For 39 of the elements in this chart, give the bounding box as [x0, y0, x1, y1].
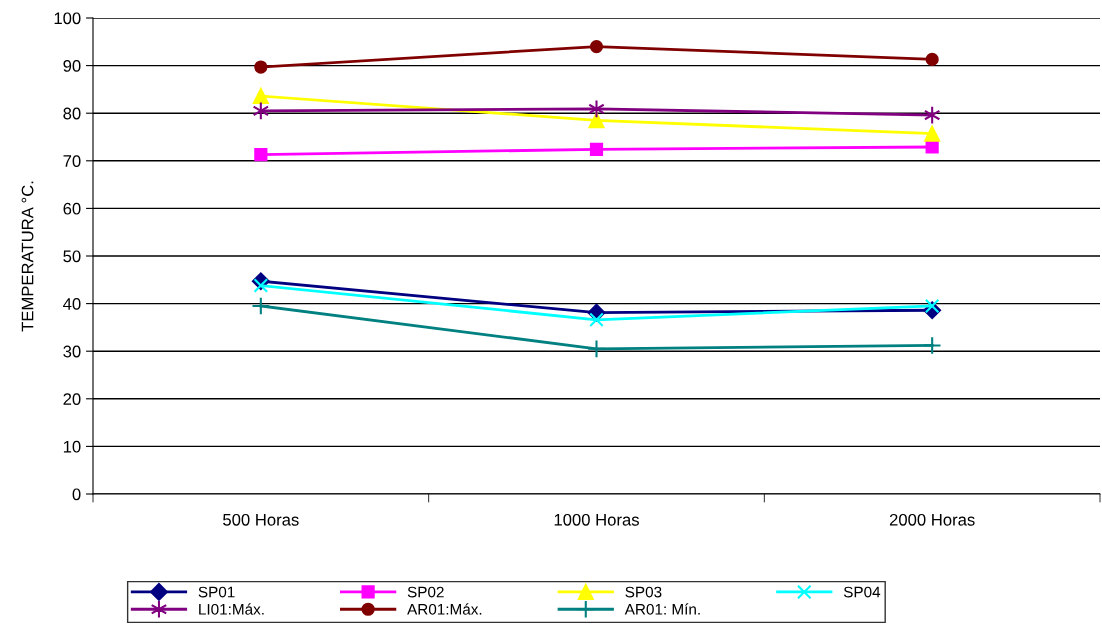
point	[589, 312, 604, 328]
legend-label: AR01:Máx.	[407, 603, 482, 615]
x-tick-label: 500 Horas	[223, 513, 299, 526]
y-tick-label: 60	[63, 202, 81, 215]
point	[589, 39, 604, 54]
point	[254, 60, 268, 74]
legend-label: SP04	[843, 586, 881, 598]
y-tick-label: 40	[63, 298, 81, 310]
y-tick-label: 20	[63, 393, 81, 405]
point	[924, 125, 941, 142]
y-axis-title: TEMPERATURA °C.	[21, 181, 34, 332]
y-tick-label: 80	[63, 107, 81, 120]
point	[925, 52, 939, 67]
legend-label: LI01:Máx.	[199, 603, 264, 615]
point	[253, 278, 269, 293]
y-tick-label: 0	[72, 488, 81, 501]
point	[925, 140, 939, 154]
point	[588, 99, 605, 119]
legend-label: AR01: Mín.	[624, 603, 700, 615]
legend-label: SP02	[407, 586, 444, 598]
y-tick-label: 100	[54, 12, 81, 25]
point	[922, 336, 942, 355]
point	[251, 296, 271, 316]
y-tick-label: 90	[63, 60, 81, 72]
point	[254, 148, 268, 162]
legend-label: SP03	[625, 586, 662, 598]
y-tick-label: 10	[63, 440, 81, 453]
x-tick-label: 1000 Horas	[554, 513, 639, 526]
x-tick-label: 2000 Horas	[889, 513, 975, 526]
point	[589, 142, 604, 156]
point	[587, 339, 606, 359]
y-tick-label: 50	[63, 250, 81, 263]
y-tick-label: 70	[63, 155, 81, 167]
legend-label: SP01	[198, 586, 235, 598]
point	[924, 298, 940, 314]
point	[252, 88, 269, 105]
point	[252, 101, 270, 121]
y-tick-label: 30	[63, 345, 81, 358]
point	[588, 112, 605, 129]
